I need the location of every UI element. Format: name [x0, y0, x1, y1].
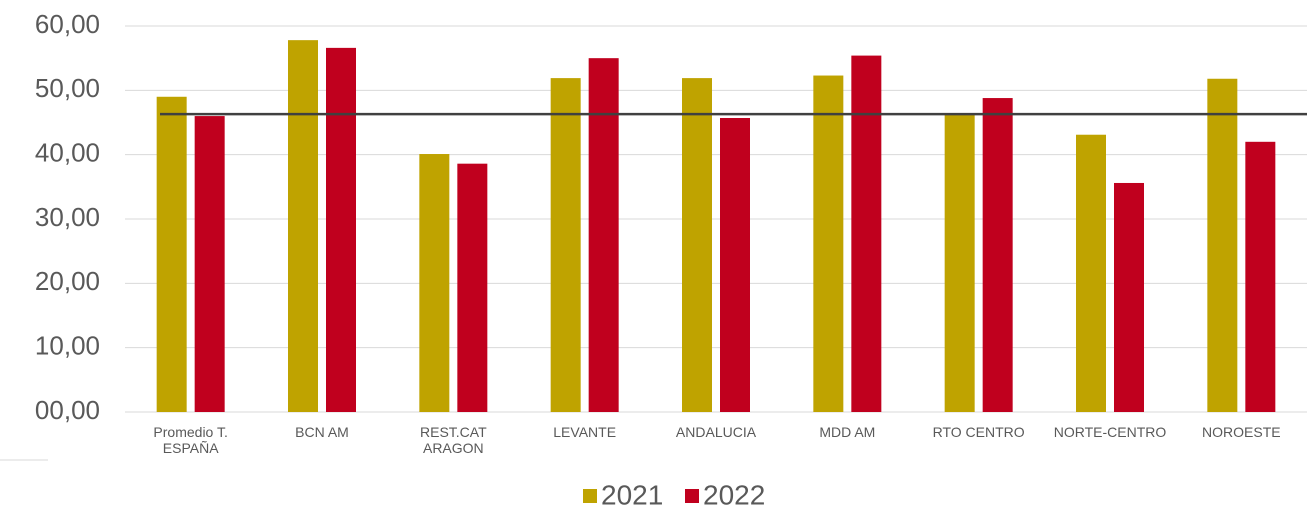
x-tick-label: REST.CAT ARAGON — [420, 424, 487, 456]
legend-label: 2021 — [601, 479, 663, 510]
bar — [1245, 141, 1276, 413]
x-tick-label: NORTE-CENTRO — [1053, 424, 1167, 440]
bar — [682, 78, 712, 413]
x-tick-label: Promedio T. ESPAÑA — [153, 424, 228, 456]
bar — [1114, 182, 1144, 412]
legend-swatch — [685, 489, 699, 503]
bar — [720, 117, 750, 412]
bar — [588, 58, 619, 413]
y-tick-label: 30,00 — [35, 202, 100, 232]
x-tick-label: RTO CENTRO — [932, 424, 1025, 440]
y-tick-label: 50,00 — [35, 73, 100, 103]
y-tick-label: 40,00 — [35, 138, 100, 168]
bar — [813, 75, 844, 412]
bar — [944, 114, 975, 413]
x-tick-label: BCN AM — [295, 424, 349, 440]
legend-label: 2022 — [703, 479, 765, 510]
x-tick-label: ANDALUCIA — [675, 424, 757, 440]
bar — [550, 78, 581, 413]
bar — [982, 98, 1013, 412]
bar — [326, 47, 356, 413]
y-tick-label: 20,00 — [35, 266, 100, 296]
y-tick-label: 00,00 — [35, 395, 100, 425]
bar — [419, 154, 450, 413]
y-tick-label: 10,00 — [35, 331, 100, 361]
legend-swatch — [583, 489, 597, 503]
y-tick-label: 60,00 — [35, 9, 100, 39]
bar — [194, 116, 225, 413]
bar — [457, 163, 488, 412]
bar — [156, 96, 187, 413]
bar — [1076, 134, 1106, 412]
bar — [851, 55, 882, 413]
bar — [1207, 78, 1238, 413]
bar — [288, 40, 318, 413]
x-tick-label: MDD AM — [819, 424, 876, 440]
x-tick-label: NOROESTE — [1202, 424, 1281, 440]
x-tick-label: LEVANTE — [553, 424, 617, 440]
